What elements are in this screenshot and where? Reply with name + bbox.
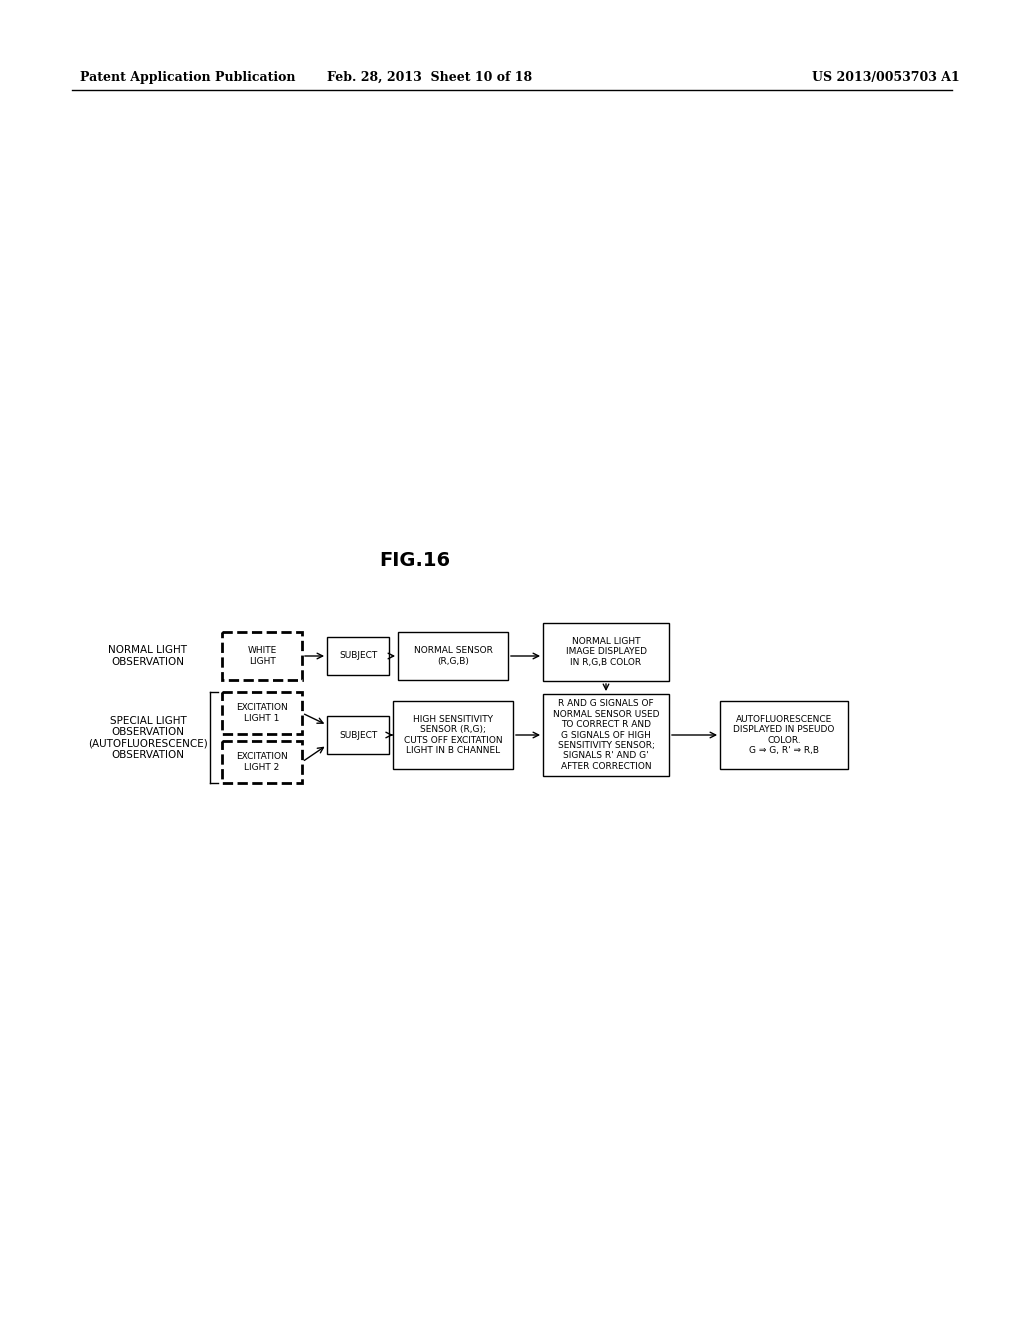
Text: FIG.16: FIG.16 bbox=[380, 550, 451, 569]
Text: AUTOFLUORESCENCE
DISPLAYED IN PSEUDO
COLOR.
G ⇒ G, R' ⇒ R,B: AUTOFLUORESCENCE DISPLAYED IN PSEUDO COL… bbox=[733, 715, 835, 755]
Bar bbox=[393, 701, 513, 770]
Bar bbox=[327, 715, 389, 754]
Bar bbox=[543, 694, 669, 776]
Text: EXCITATION
LIGHT 2: EXCITATION LIGHT 2 bbox=[237, 752, 288, 772]
Text: EXCITATION
LIGHT 1: EXCITATION LIGHT 1 bbox=[237, 704, 288, 723]
Text: NORMAL LIGHT
IMAGE DISPLAYED
IN R,G,B COLOR: NORMAL LIGHT IMAGE DISPLAYED IN R,G,B CO… bbox=[565, 638, 646, 667]
Text: NORMAL LIGHT
OBSERVATION: NORMAL LIGHT OBSERVATION bbox=[109, 645, 187, 667]
Bar bbox=[327, 638, 389, 675]
Text: NORMAL SENSOR
(R,G,B): NORMAL SENSOR (R,G,B) bbox=[414, 647, 493, 665]
Text: WHITE
LIGHT: WHITE LIGHT bbox=[248, 647, 276, 665]
Text: R AND G SIGNALS OF
NORMAL SENSOR USED
TO CORRECT R AND
G SIGNALS OF HIGH
SENSITI: R AND G SIGNALS OF NORMAL SENSOR USED TO… bbox=[553, 700, 659, 771]
Bar bbox=[222, 632, 302, 680]
Bar bbox=[720, 701, 848, 770]
Bar bbox=[543, 623, 669, 681]
Text: SPECIAL LIGHT
OBSERVATION
(AUTOFLUORESCENCE)
OBSERVATION: SPECIAL LIGHT OBSERVATION (AUTOFLUORESCE… bbox=[88, 715, 208, 760]
Bar bbox=[398, 632, 508, 680]
Bar bbox=[222, 692, 302, 734]
Text: HIGH SENSITIVITY
SENSOR (R,G);
CUTS OFF EXCITATION
LIGHT IN B CHANNEL: HIGH SENSITIVITY SENSOR (R,G); CUTS OFF … bbox=[403, 715, 503, 755]
Text: SUBJECT: SUBJECT bbox=[339, 652, 377, 660]
Bar bbox=[222, 741, 302, 783]
Text: US 2013/0053703 A1: US 2013/0053703 A1 bbox=[812, 70, 961, 83]
Text: Patent Application Publication: Patent Application Publication bbox=[80, 70, 296, 83]
Text: SUBJECT: SUBJECT bbox=[339, 730, 377, 739]
Text: Feb. 28, 2013  Sheet 10 of 18: Feb. 28, 2013 Sheet 10 of 18 bbox=[328, 70, 532, 83]
